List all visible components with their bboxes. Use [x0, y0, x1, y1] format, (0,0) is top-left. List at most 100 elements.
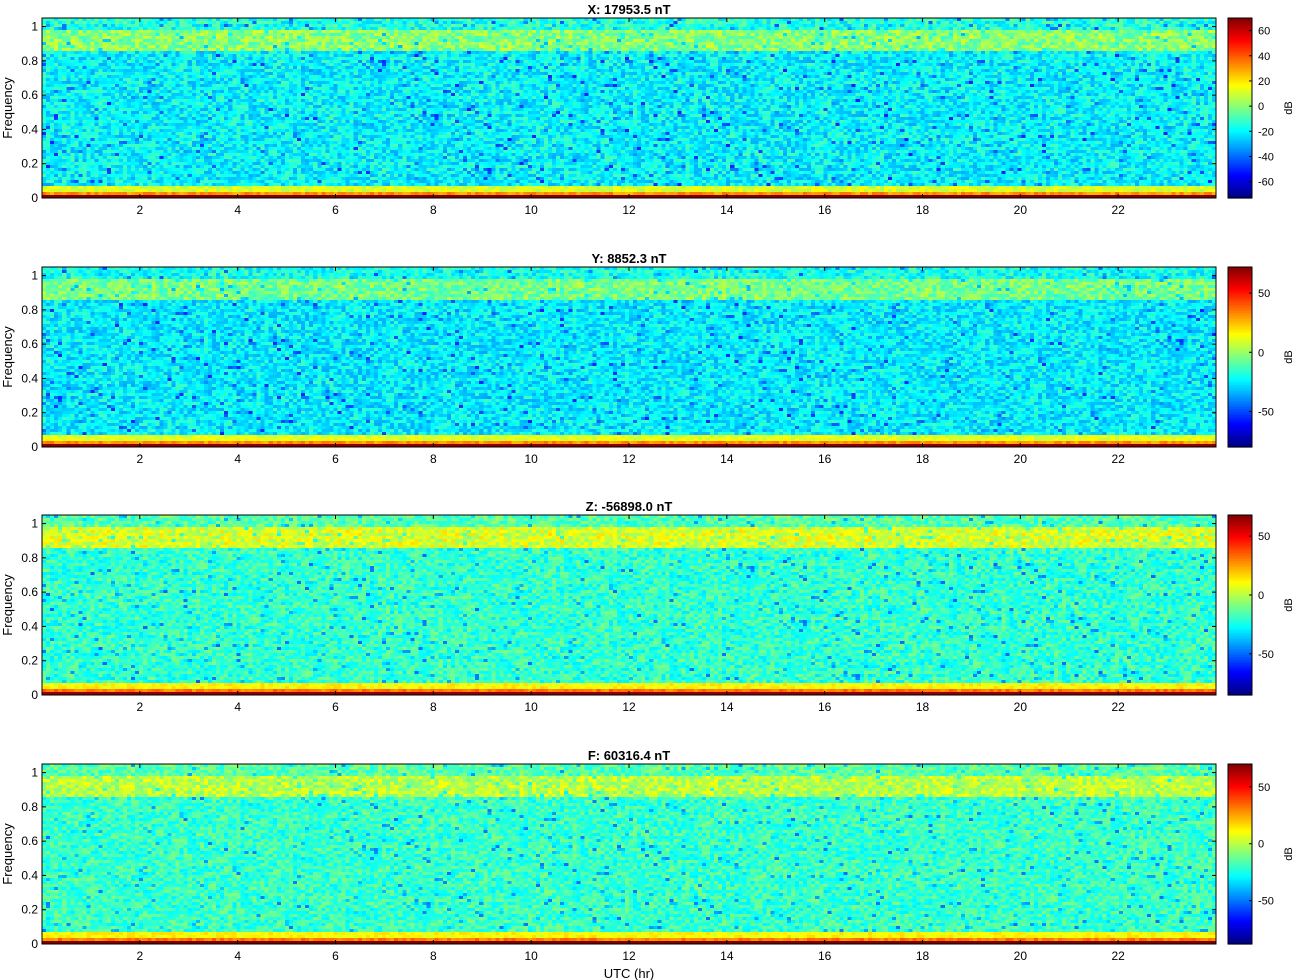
colorbar-step [1228, 615, 1252, 618]
y-tick-label: 0.2 [21, 157, 38, 171]
y-axis-label: Frequency [0, 77, 15, 139]
x-tick-label: 20 [1014, 949, 1028, 963]
y-tick-label: 0.4 [21, 868, 38, 882]
x-tick-label: 14 [720, 700, 734, 714]
colorbar-label: dB [1283, 101, 1295, 114]
colorbar-step [1228, 26, 1252, 29]
colorbar-frame [1227, 17, 1253, 199]
colorbar-step [1228, 888, 1252, 891]
colorbar-step [1228, 379, 1252, 382]
x-tick-label: 4 [234, 700, 241, 714]
colorbar-step [1228, 770, 1252, 773]
colorbar-step [1228, 633, 1252, 636]
colorbar-step [1228, 437, 1252, 440]
y-tick-label: 0.2 [21, 654, 38, 668]
colorbar-step [1228, 848, 1252, 851]
x-tick-label: 14 [720, 203, 734, 217]
colorbar-step [1228, 898, 1252, 901]
colorbar-step [1228, 637, 1252, 640]
colorbar-step [1228, 413, 1252, 416]
colorbar-step [1228, 96, 1252, 99]
colorbar-step [1228, 90, 1252, 93]
x-tick-label: 16 [818, 949, 832, 963]
x-axis-label: UTC (hr) [604, 966, 655, 980]
colorbar-step [1228, 176, 1252, 179]
colorbar-step [1228, 154, 1252, 157]
colorbar-step [1228, 32, 1252, 35]
colorbar-step [1228, 76, 1252, 79]
colorbar-step [1228, 902, 1252, 905]
colorbar-step [1228, 383, 1252, 386]
y-axis-label: Frequency [0, 326, 15, 388]
colorbar-step [1228, 884, 1252, 887]
x-tick-label: 8 [430, 452, 437, 466]
colorbar-step [1228, 806, 1252, 809]
colorbar-step [1228, 834, 1252, 837]
colorbar-step [1228, 868, 1252, 871]
colorbar-step [1228, 669, 1252, 672]
colorbar-step [1228, 347, 1252, 350]
colorbar-step [1228, 886, 1252, 889]
y-tick-label: 0.2 [21, 903, 38, 917]
colorbar-step [1228, 393, 1252, 396]
y-tick-label: 0.8 [21, 800, 38, 814]
colorbar-step [1228, 94, 1252, 97]
colorbar-step [1228, 405, 1252, 408]
colorbar-step [1228, 814, 1252, 817]
colorbar-step [1228, 551, 1252, 554]
colorbar-step [1228, 184, 1252, 187]
colorbar-step [1228, 920, 1252, 923]
colorbar-step [1228, 180, 1252, 183]
colorbar-step [1228, 279, 1252, 282]
colorbar-step [1228, 319, 1252, 322]
colorbar-step [1228, 116, 1252, 119]
y-tick-label: 1 [31, 269, 38, 283]
colorbar-step [1228, 30, 1252, 33]
colorbar-step [1228, 914, 1252, 917]
colorbar-step [1228, 874, 1252, 877]
colorbar-step [1228, 587, 1252, 590]
colorbar-step [1228, 870, 1252, 873]
colorbar-step [1228, 583, 1252, 586]
colorbar-step [1228, 18, 1252, 21]
colorbar-step [1228, 433, 1252, 436]
colorbar-step [1228, 54, 1252, 57]
colorbar-step [1228, 894, 1252, 897]
colorbar-step [1228, 271, 1252, 274]
colorbar-step [1228, 766, 1252, 769]
colorbar-step [1228, 66, 1252, 69]
colorbar-step [1228, 537, 1252, 540]
colorbar-step [1228, 88, 1252, 91]
colorbar-step [1228, 343, 1252, 346]
y-tick-label: 0.8 [21, 551, 38, 565]
colorbar-step [1228, 519, 1252, 522]
colorbar-step [1228, 525, 1252, 528]
y-tick-label: 0.6 [21, 585, 38, 599]
colorbar-step [1228, 337, 1252, 340]
colorbar-step [1228, 387, 1252, 390]
x-tick-label: 22 [1111, 949, 1125, 963]
colorbar-step [1228, 114, 1252, 117]
chart-title: F: 60316.4 nT [588, 748, 670, 763]
spectrogram-panel-0: X: 17953.5 nT2 4 6 8 10 12 14 16 18 20 2200.20.40.… [0, 2, 1295, 217]
y-tick-label: 0.6 [21, 88, 38, 102]
colorbar-step [1228, 617, 1252, 620]
colorbar-step [1228, 365, 1252, 368]
colorbar-step [1228, 194, 1252, 197]
colorbar-step [1228, 782, 1252, 785]
x-tick-label: 12 [622, 203, 636, 217]
colorbar-step [1228, 808, 1252, 811]
x-tick-label: 2 [136, 203, 143, 217]
colorbar-step [1228, 539, 1252, 542]
colorbar-step [1228, 531, 1252, 534]
colorbar-step [1228, 643, 1252, 646]
colorbar-step [1228, 800, 1252, 803]
colorbar-tick-label: 40 [1258, 51, 1270, 63]
colorbar-step [1228, 411, 1252, 414]
colorbar-step [1228, 629, 1252, 632]
colorbar-step [1228, 397, 1252, 400]
colorbar-step [1228, 60, 1252, 63]
colorbar-step [1228, 188, 1252, 191]
chart-title: Y: 8852.3 nT [592, 251, 667, 266]
